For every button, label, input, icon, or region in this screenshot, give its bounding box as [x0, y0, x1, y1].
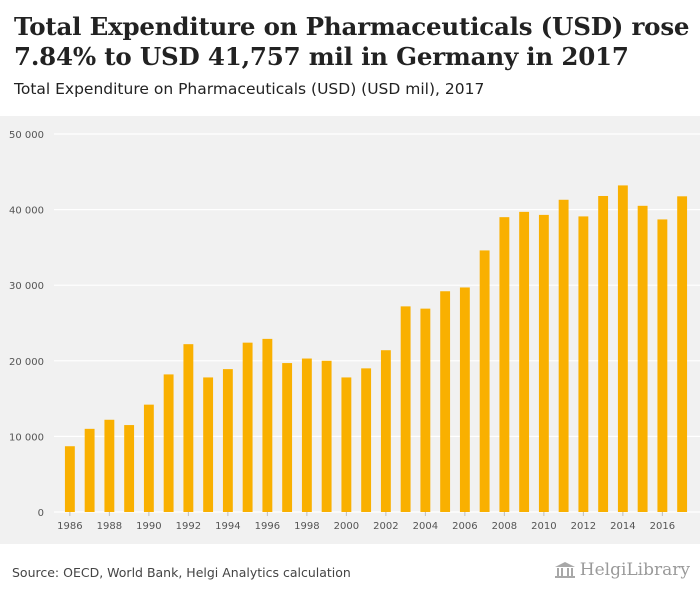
bar-1988: [104, 419, 115, 512]
bar-2008: [499, 217, 510, 512]
x-tick-label: 1996: [255, 521, 280, 532]
x-tick-label: 2012: [571, 521, 596, 532]
library-building-icon: [554, 562, 575, 578]
bar-2004: [420, 308, 431, 512]
x-tick-label: 1988: [97, 521, 122, 532]
x-tick-label: 2000: [334, 521, 359, 532]
bar-2009: [519, 211, 530, 513]
bar-1992: [183, 344, 194, 512]
brand-logo: HelgiLibrary: [554, 560, 690, 580]
x-tick-label: 1986: [57, 521, 82, 532]
x-tick-label: 2008: [492, 521, 517, 532]
x-tick-label: 1990: [136, 521, 161, 532]
bar-2015: [637, 205, 648, 512]
bar-2014: [617, 185, 628, 512]
bar-1997: [282, 363, 293, 512]
bar-2000: [341, 377, 352, 512]
bar-2010: [538, 214, 549, 512]
x-tick-label: 2004: [413, 521, 438, 532]
bar-1986: [64, 446, 75, 512]
bar-1994: [222, 369, 233, 512]
bar-2001: [361, 368, 372, 512]
chart-title: Total Expenditure on Pharmaceuticals (US…: [14, 12, 690, 71]
bar-1989: [124, 425, 135, 512]
bar-1990: [143, 404, 154, 512]
bar-1996: [262, 338, 273, 512]
bar-2002: [380, 350, 391, 512]
bar-2007: [479, 250, 490, 512]
plot-area: 0 10 000 20 000 30 000 40 000 50 000 1986 1988 1…: [0, 116, 700, 544]
bar-2013: [598, 195, 609, 512]
bar-chart: 0 10 000 20 000 30 000 40 000 50 000 1986 1988 1…: [9, 130, 700, 532]
bar-2017: [677, 196, 688, 512]
source-note: Source: OECD, World Bank, Helgi Analytic…: [12, 565, 351, 580]
bar-2011: [558, 199, 569, 512]
bar-2003: [400, 306, 411, 512]
x-tick-label: 1998: [294, 521, 319, 532]
bar-1987: [84, 428, 95, 512]
bar-1993: [203, 377, 214, 512]
x-tick-label: 1994: [215, 521, 240, 532]
y-tick-label: 40 000: [9, 206, 44, 217]
bar-1995: [242, 342, 253, 512]
brand-name: HelgiLibrary: [579, 560, 690, 580]
y-tick-label: 10 000: [9, 432, 44, 443]
bar-1991: [163, 374, 174, 512]
bar-1998: [301, 358, 312, 512]
bar-2016: [657, 219, 668, 512]
bar-2012: [578, 216, 589, 512]
chart-subtitle: Total Expenditure on Pharmaceuticals (US…: [14, 80, 485, 98]
x-tick-label: 2016: [650, 521, 675, 532]
y-tick-label: 20 000: [9, 357, 44, 368]
bar-1999: [321, 360, 332, 512]
x-tick-label: 2010: [531, 521, 556, 532]
x-tick-label: 1992: [176, 521, 201, 532]
y-tick-label: 0: [38, 508, 44, 519]
bar-2005: [440, 291, 451, 512]
y-tick-label: 50 000: [9, 130, 44, 141]
y-tick-label: 30 000: [9, 281, 44, 292]
bar-2006: [459, 287, 470, 512]
x-tick-label: 2014: [610, 521, 635, 532]
x-tick-label: 2002: [373, 521, 398, 532]
x-tick-label: 2006: [452, 521, 477, 532]
